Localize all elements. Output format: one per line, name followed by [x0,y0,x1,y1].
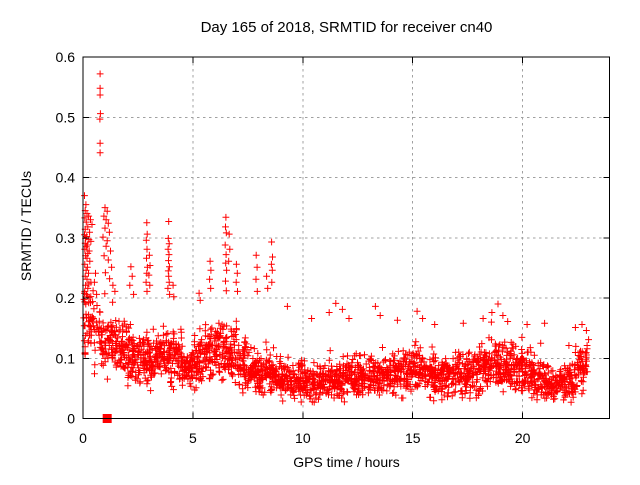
chart-title: Day 165 of 2018, SRMTID for receiver cn4… [200,19,493,36]
x-tick-label: 15 [405,430,421,446]
x-tick-label: 5 [189,430,197,446]
y-tick-label: 0.4 [56,170,76,186]
x-tick-label: 0 [79,430,87,446]
x-tick-label: 20 [515,430,531,446]
y-tick-label: 0.1 [56,350,76,366]
plot-frame [82,56,610,419]
scatter-points [80,70,592,406]
y-tick-label: 0.5 [56,109,76,125]
y-tick-label: 0.3 [56,230,76,246]
y-axis-title-text: SRMTID / TECUs [18,170,34,282]
x-tick-label: 10 [295,430,311,446]
y-tick-label: 0.2 [56,290,76,306]
gridlines [83,57,610,419]
y-tick-label: 0.6 [56,49,76,65]
x-axis-title: GPS time / hours [293,454,400,470]
y-tick-label: 0 [67,411,75,427]
